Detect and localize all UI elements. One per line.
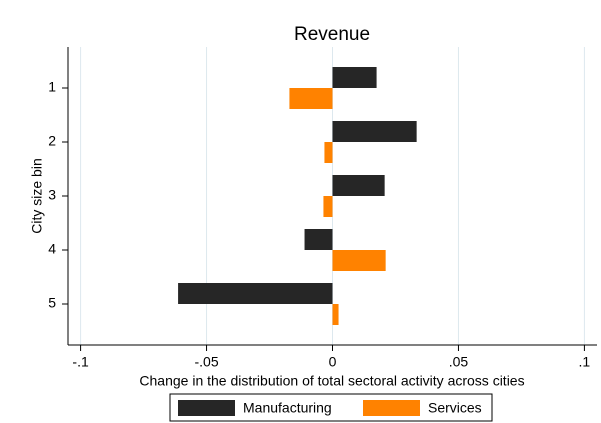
x-tick-label: .1 <box>579 354 591 370</box>
y-tick-label: 1 <box>48 79 56 95</box>
legend-swatch <box>178 400 235 416</box>
y-tick-label: 2 <box>48 133 56 149</box>
y-tick-label: 5 <box>48 295 56 311</box>
legend-swatch <box>363 400 420 416</box>
bar <box>332 304 339 325</box>
y-axis-label: City size bin <box>29 158 45 233</box>
x-tick-label: -.1 <box>72 354 89 370</box>
bar <box>304 229 333 250</box>
x-axis-label: Change in the distribution of total sect… <box>139 373 524 389</box>
y-tick-label: 4 <box>48 241 56 257</box>
y-tick-label: 3 <box>48 187 56 203</box>
x-tick-label: .05 <box>449 354 469 370</box>
bar <box>323 196 333 217</box>
bar <box>178 283 333 304</box>
bar <box>324 142 333 163</box>
legend-label: Manufacturing <box>243 400 332 416</box>
x-tick-label: 0 <box>329 354 337 370</box>
bar <box>289 88 333 109</box>
bar <box>332 67 377 88</box>
bar <box>332 121 417 142</box>
legend-label: Services <box>428 400 482 416</box>
x-tick-label: -.05 <box>194 354 218 370</box>
chart-title: Revenue <box>294 24 370 45</box>
bar <box>332 175 385 196</box>
bar <box>332 250 386 271</box>
